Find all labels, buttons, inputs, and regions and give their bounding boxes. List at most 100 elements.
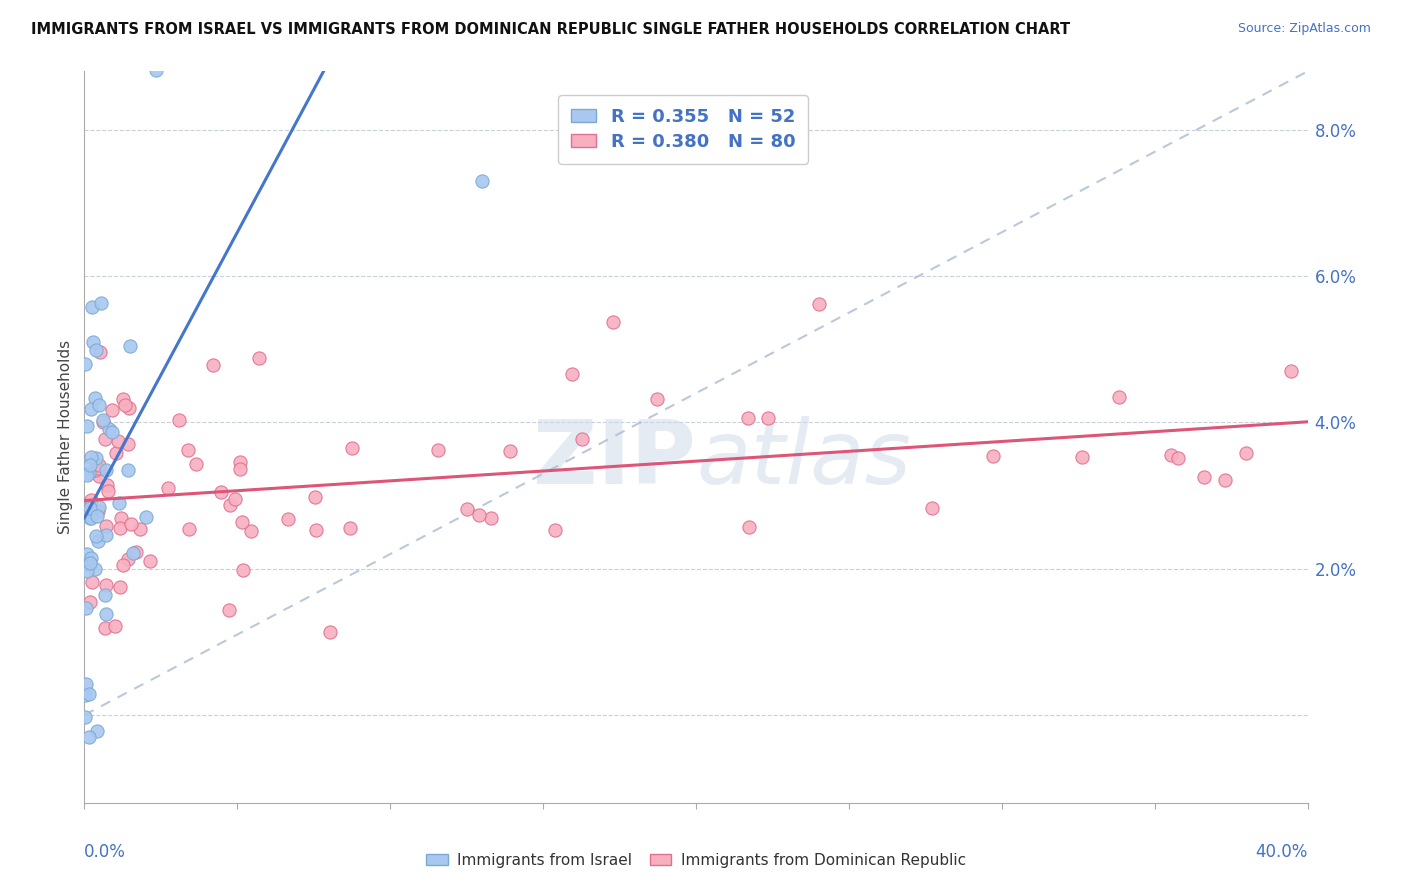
Point xyxy=(94,578,117,592)
Point xyxy=(110,511,132,525)
Point xyxy=(83,391,105,405)
Point xyxy=(76,564,98,578)
Point xyxy=(93,415,115,429)
Point xyxy=(209,485,232,500)
Point xyxy=(96,463,118,477)
Text: IMMIGRANTS FROM ISRAEL VS IMMIGRANTS FROM DOMINICAN REPUBLIC SINGLE FATHER HOUSE: IMMIGRANTS FROM ISRAEL VS IMMIGRANTS FRO… xyxy=(31,22,1070,37)
Point xyxy=(80,574,103,589)
Point xyxy=(139,554,162,568)
Point xyxy=(201,358,224,372)
Point xyxy=(87,461,110,475)
Point xyxy=(1167,450,1189,465)
Point xyxy=(76,506,98,520)
Point xyxy=(76,547,98,561)
Point xyxy=(177,443,200,458)
Point xyxy=(96,478,118,492)
Point xyxy=(121,545,143,559)
Point xyxy=(79,556,101,570)
Point xyxy=(76,468,98,483)
Point xyxy=(218,603,240,617)
Text: ZIP: ZIP xyxy=(533,416,696,502)
Point xyxy=(277,512,299,526)
Point xyxy=(114,398,136,412)
Point xyxy=(104,446,127,460)
Point xyxy=(100,402,122,417)
Point xyxy=(77,466,100,480)
Point xyxy=(479,511,502,525)
Point xyxy=(77,687,100,701)
Point xyxy=(737,411,759,425)
Point xyxy=(229,455,252,469)
Point xyxy=(86,508,108,523)
Text: Source: ZipAtlas.com: Source: ZipAtlas.com xyxy=(1237,22,1371,36)
Point xyxy=(1236,446,1258,460)
Point xyxy=(456,502,478,516)
Point xyxy=(304,490,326,504)
Point xyxy=(125,545,148,559)
Point xyxy=(242,23,264,37)
Point xyxy=(1108,390,1130,404)
Point xyxy=(97,483,120,498)
Point xyxy=(120,516,142,531)
Point xyxy=(107,434,129,448)
Point xyxy=(90,296,112,310)
Point xyxy=(229,462,252,476)
Point xyxy=(80,508,103,523)
Point xyxy=(571,432,593,446)
Point xyxy=(73,557,96,571)
Point xyxy=(602,315,624,329)
Point xyxy=(305,523,328,537)
Point xyxy=(83,561,105,575)
Point xyxy=(1071,450,1094,464)
Point xyxy=(77,730,100,744)
Point xyxy=(184,457,207,471)
Point xyxy=(84,343,107,357)
Point xyxy=(79,511,101,525)
Point xyxy=(756,410,779,425)
Point xyxy=(232,563,254,577)
Point xyxy=(468,508,491,523)
Point xyxy=(80,511,103,525)
Point xyxy=(1160,448,1182,462)
Point xyxy=(921,500,943,515)
Point xyxy=(1279,364,1302,378)
Point xyxy=(93,588,115,602)
Y-axis label: Single Father Households: Single Father Households xyxy=(58,340,73,534)
Point xyxy=(177,522,200,536)
Point xyxy=(80,551,103,566)
Point xyxy=(75,601,97,615)
Point xyxy=(79,501,101,516)
Point xyxy=(342,442,364,456)
Point xyxy=(79,493,101,508)
Point xyxy=(117,437,139,451)
Point xyxy=(224,491,246,506)
Point xyxy=(86,724,108,739)
Text: 0.0%: 0.0% xyxy=(84,843,127,861)
Point xyxy=(135,510,157,524)
Point xyxy=(339,521,361,535)
Point xyxy=(73,710,96,724)
Point xyxy=(647,392,669,406)
Point xyxy=(89,344,111,359)
Point xyxy=(211,44,233,58)
Point xyxy=(73,688,96,702)
Point xyxy=(117,401,139,415)
Point xyxy=(157,481,180,495)
Point xyxy=(89,500,111,514)
Point xyxy=(82,335,104,350)
Point xyxy=(319,625,342,640)
Point xyxy=(96,607,118,622)
Point xyxy=(101,425,124,439)
Point xyxy=(108,580,131,594)
Point xyxy=(120,339,142,353)
Point xyxy=(94,622,117,636)
Point xyxy=(76,418,98,433)
Point xyxy=(108,496,131,510)
Point xyxy=(80,450,103,464)
Point xyxy=(544,523,567,537)
Text: 40.0%: 40.0% xyxy=(1256,843,1308,861)
Point xyxy=(108,521,131,535)
Point xyxy=(1192,470,1215,484)
Point xyxy=(87,504,110,518)
Point xyxy=(169,413,191,427)
